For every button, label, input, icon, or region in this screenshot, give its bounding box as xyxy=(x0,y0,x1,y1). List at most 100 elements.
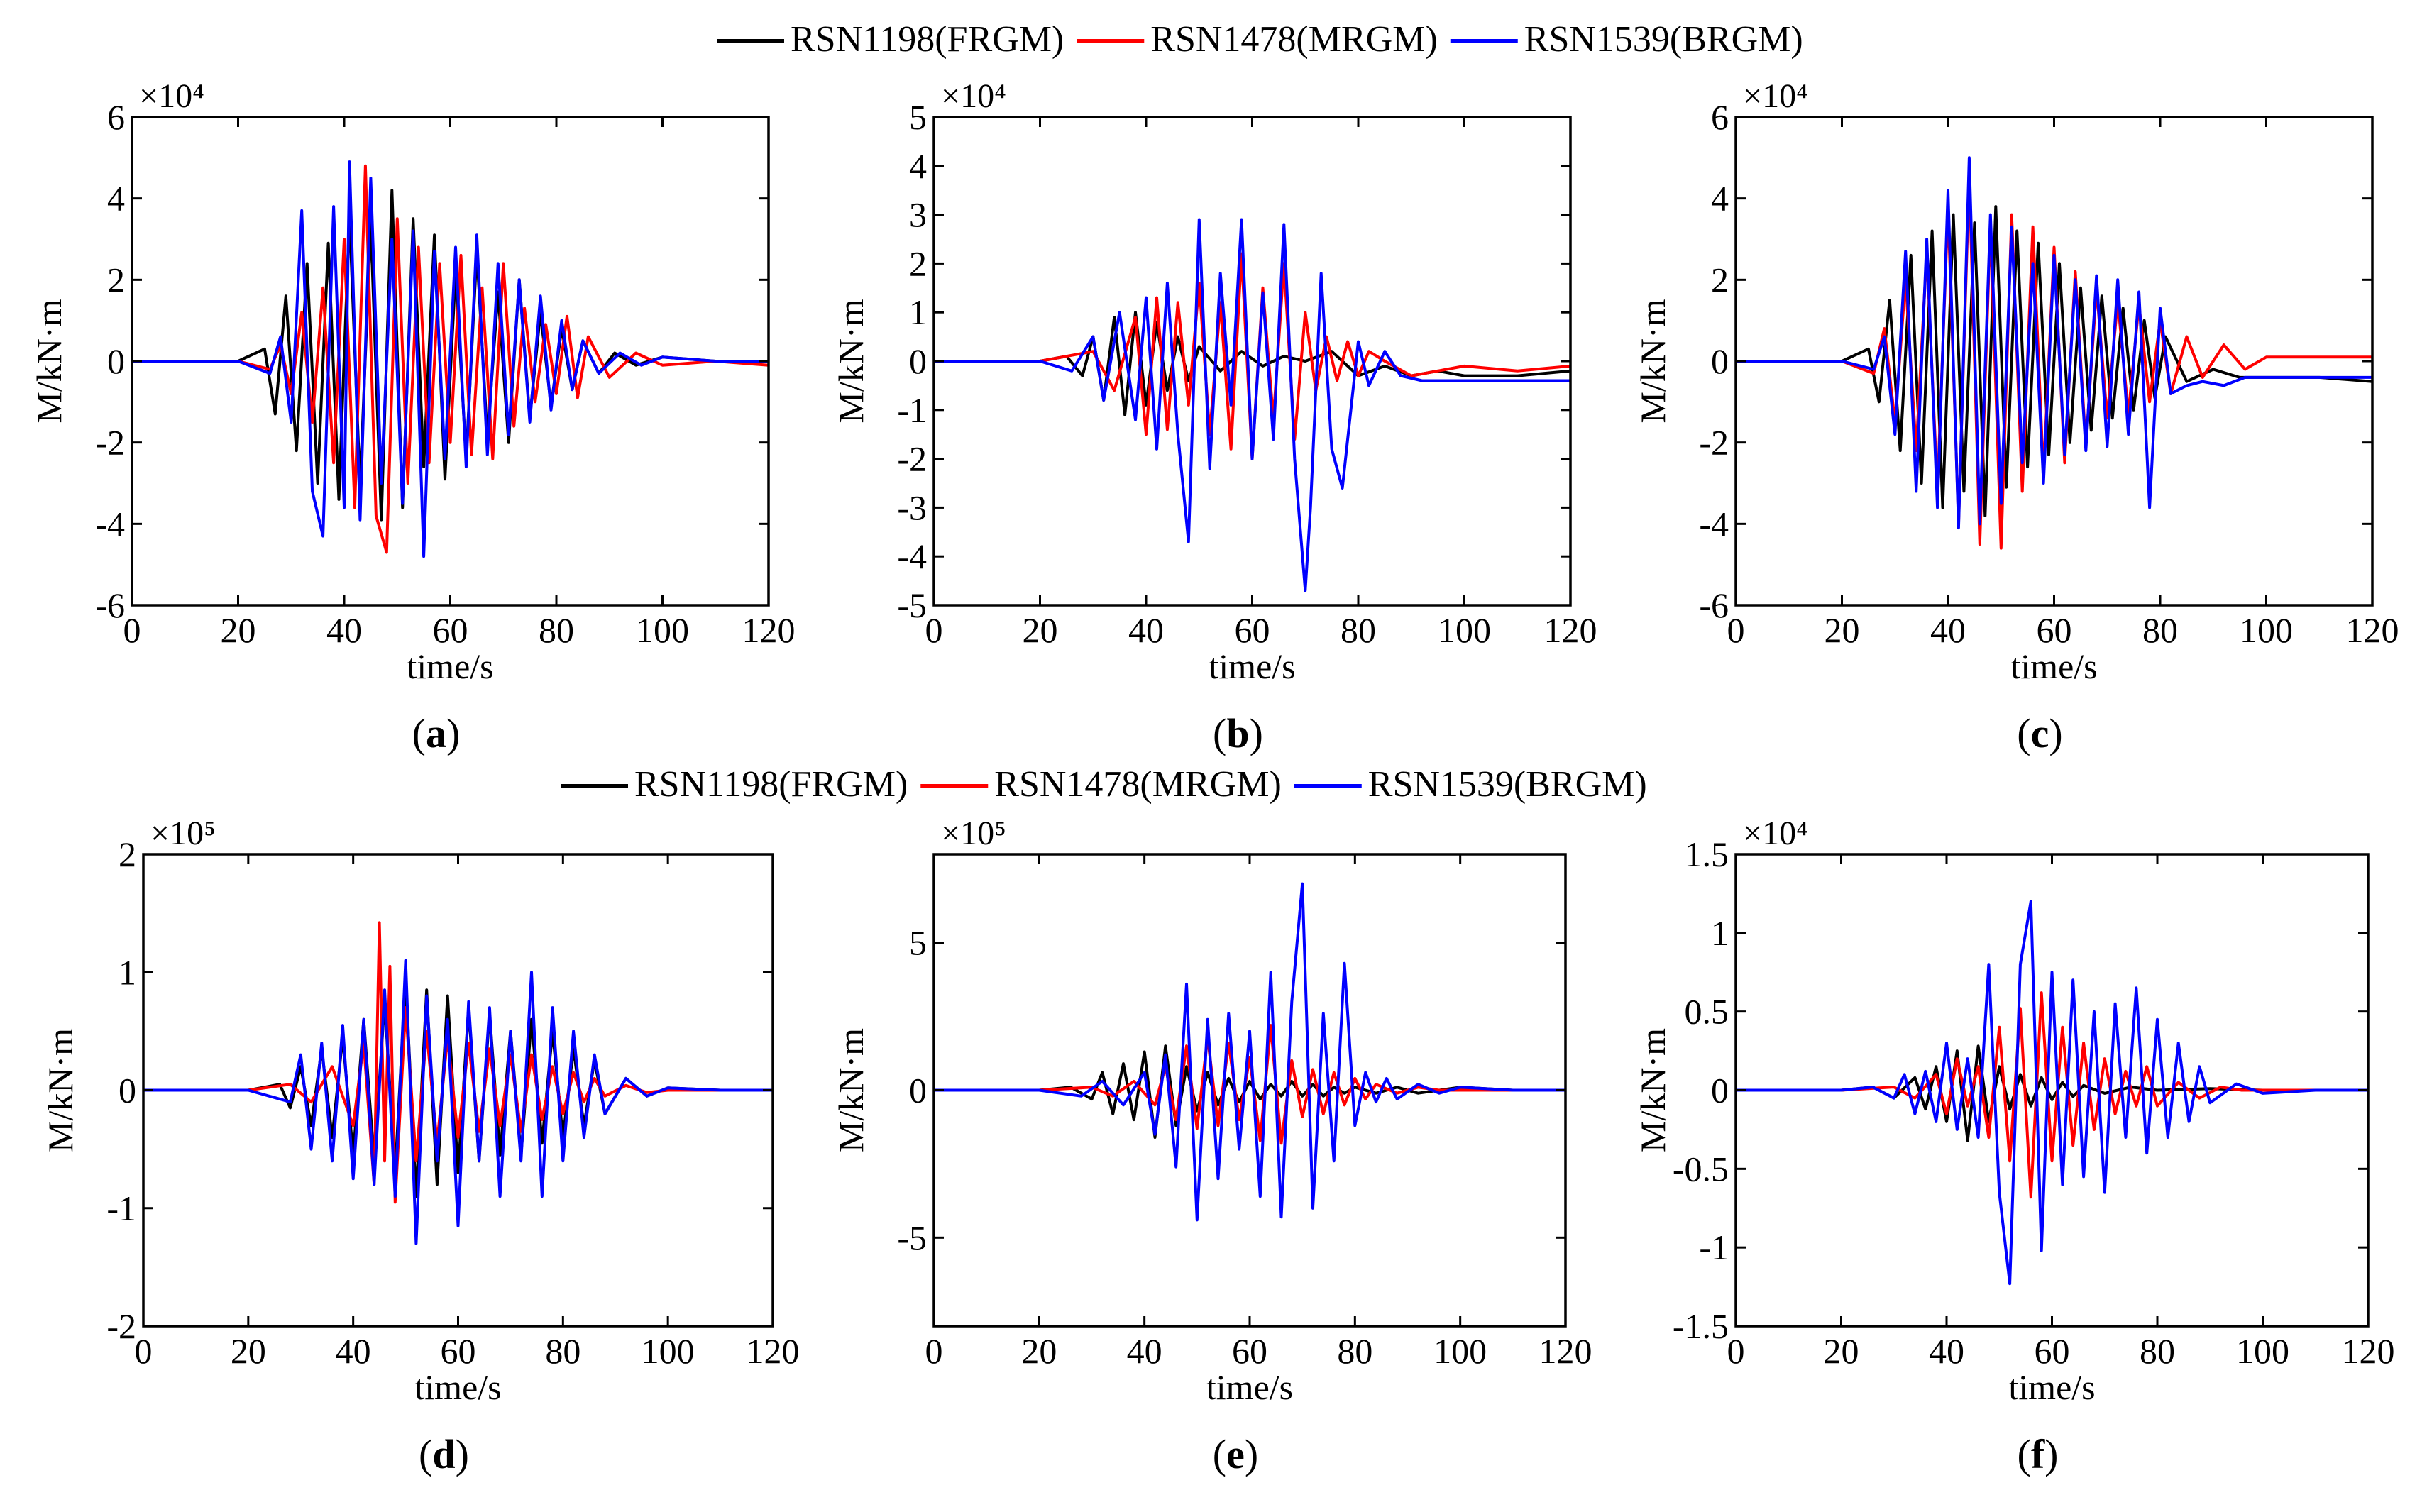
x-tick-label: 80 xyxy=(2142,610,2178,650)
y-tick-label: -5 xyxy=(897,585,927,625)
x-tick-label: 100 xyxy=(642,1331,695,1371)
panel-caption: (d) xyxy=(419,1431,469,1477)
series-group xyxy=(934,882,1565,1222)
y-tick-label: 0 xyxy=(107,341,125,381)
x-tick-label: 120 xyxy=(2342,1331,2395,1371)
x-tick-label: 0 xyxy=(123,610,141,650)
x-tick-label: 60 xyxy=(441,1331,476,1371)
x-tick-label: 0 xyxy=(1727,1331,1745,1371)
x-tick-label: 100 xyxy=(1433,1331,1487,1371)
x-tick-label: 20 xyxy=(231,1331,266,1371)
x-tick-label: 40 xyxy=(1128,610,1164,650)
y-axis-label: M/kN·m xyxy=(831,1028,871,1152)
series-line-2 xyxy=(934,882,1565,1222)
panel-4: 0 20 40 60 80 100 120 -5 0 5 ×10⁵ time/s M/kN·m (e) xyxy=(831,815,1592,1477)
panel-5: 0 20 40 60 80 100 120 -1.5 -1 -0.5 0 0.5 1 1.5 ×10⁴ tim… xyxy=(1633,815,2395,1477)
y-tick-label: 0 xyxy=(909,341,927,381)
x-tick-label: 60 xyxy=(1235,610,1270,650)
axis-multiplier: ×10⁴ xyxy=(1743,77,1808,115)
y-axis-label: M/kN·m xyxy=(40,1028,80,1152)
x-tick-label: 80 xyxy=(539,610,574,650)
legend-label-1: RSN1478(MRGM) xyxy=(994,764,1282,805)
panels: 0 20 40 60 80 100 120-6-4-20246×10⁴time/sM/kN·… xyxy=(29,77,2399,1477)
y-tick-label: -6 xyxy=(95,585,125,625)
legend-bottom: RSN1198(FRGM) RSN1478(MRGM) RSN1539(BRGM) xyxy=(561,764,1647,805)
legend-label-2: RSN1539(BRGM) xyxy=(1524,19,1803,60)
series-line-2 xyxy=(132,160,769,558)
y-tick-label: -6 xyxy=(1699,585,1729,625)
y-tick-label: -2 xyxy=(897,439,927,479)
y-tick-label: 0 xyxy=(1711,1071,1729,1110)
panel-1: 0 20 40 60 80 100 120 -5 -4 -3 -2 -1 0 1 2 3 4 5 ×10⁴ time/… xyxy=(831,77,1597,756)
x-tick-label: 80 xyxy=(1337,1331,1372,1371)
series-group xyxy=(132,160,769,558)
x-tick-label: 20 xyxy=(1825,610,1860,650)
x-tick-label: 120 xyxy=(742,610,796,650)
y-tick-label: -1 xyxy=(897,390,927,430)
x-tick-label: 40 xyxy=(1929,1331,1964,1371)
y-tick-label: -0.5 xyxy=(1673,1149,1729,1188)
y-axis-label: M/kN·m xyxy=(831,299,871,423)
axis-multiplier: ×10⁴ xyxy=(139,77,204,115)
series-line-2 xyxy=(934,218,1570,592)
x-tick-label: 60 xyxy=(1232,1331,1267,1371)
y-tick-label: 5 xyxy=(909,923,927,963)
series-group xyxy=(1736,900,2368,1286)
legend-label-0: RSN1198(FRGM) xyxy=(634,764,908,805)
panel-caption: (c) xyxy=(2017,710,2062,756)
x-tick-label: 120 xyxy=(1539,1331,1592,1371)
y-axis-label: M/kN·m xyxy=(29,299,69,423)
y-tick-label: 2 xyxy=(119,834,136,874)
x-tick-label: 120 xyxy=(1544,610,1597,650)
series-line-1 xyxy=(1736,991,2368,1199)
x-tick-label: 100 xyxy=(2240,610,2293,650)
y-tick-label: -2 xyxy=(95,423,125,463)
x-tick-label: 20 xyxy=(1824,1331,1859,1371)
x-tick-label: 40 xyxy=(1127,1331,1162,1371)
x-tick-label: 120 xyxy=(747,1331,800,1371)
y-tick-label: -1.5 xyxy=(1673,1306,1729,1346)
panel-2: 0 20 40 60 80 100 120 -6 -4 -2 0 2 4 6 ×10⁴ time/s M/kN·… xyxy=(1633,77,2399,756)
x-tick-label: 60 xyxy=(2037,610,2072,650)
series-group xyxy=(934,218,1570,592)
y-tick-label: 0 xyxy=(909,1071,927,1110)
x-tick-label: 0 xyxy=(135,1331,153,1371)
x-tick-label: 60 xyxy=(433,610,468,650)
y-tick-label: 1 xyxy=(1711,913,1729,953)
y-axis-label: M/kN·m xyxy=(1633,299,1673,423)
x-tick-label: 120 xyxy=(2346,610,2399,650)
x-tick-label: 100 xyxy=(2236,1331,2289,1371)
axis-multiplier: ×10⁵ xyxy=(150,815,216,852)
y-tick-label: -4 xyxy=(897,536,927,576)
y-axis-label: M/kN·m xyxy=(1633,1028,1673,1152)
series-line-2 xyxy=(143,959,773,1245)
legend-top: RSN1198(FRGM) RSN1478(MRGM) RSN1539(BRGM) xyxy=(717,19,1803,60)
panel-caption: (b) xyxy=(1213,710,1263,756)
panel-caption: (e) xyxy=(1213,1431,1258,1477)
y-tick-label: -1 xyxy=(106,1188,136,1228)
panel-caption: (f) xyxy=(2018,1431,2059,1477)
series-line-1 xyxy=(934,1024,1565,1145)
series-line-1 xyxy=(934,252,1570,460)
x-tick-label: 80 xyxy=(545,1331,580,1371)
x-tick-label: 20 xyxy=(1023,610,1058,650)
x-axis-label: time/s xyxy=(407,646,493,686)
x-axis-label: time/s xyxy=(1206,1367,1293,1407)
y-tick-label: 0 xyxy=(1711,341,1729,381)
x-axis-label: time/s xyxy=(2008,1367,2095,1407)
y-tick-label: 1 xyxy=(909,292,927,332)
x-axis-label: time/s xyxy=(414,1367,501,1407)
series-line-0 xyxy=(934,311,1570,416)
panel-caption: (a) xyxy=(412,710,461,756)
panel-0: 0 20 40 60 80 100 120 -6 -4 -2 0 2 4 6 ×10⁴ time/s M/kN·… xyxy=(29,77,796,756)
x-tick-label: 0 xyxy=(925,610,943,650)
x-tick-label: 20 xyxy=(1021,1331,1057,1371)
y-tick-label: 3 xyxy=(909,195,927,235)
x-tick-label: 40 xyxy=(1930,610,1966,650)
x-tick-label: 100 xyxy=(636,610,689,650)
y-tick-label: 4 xyxy=(909,146,927,186)
y-tick-label: 2 xyxy=(107,260,125,299)
y-tick-label: 5 xyxy=(909,97,927,137)
legend-label-2: RSN1539(BRGM) xyxy=(1368,764,1647,805)
